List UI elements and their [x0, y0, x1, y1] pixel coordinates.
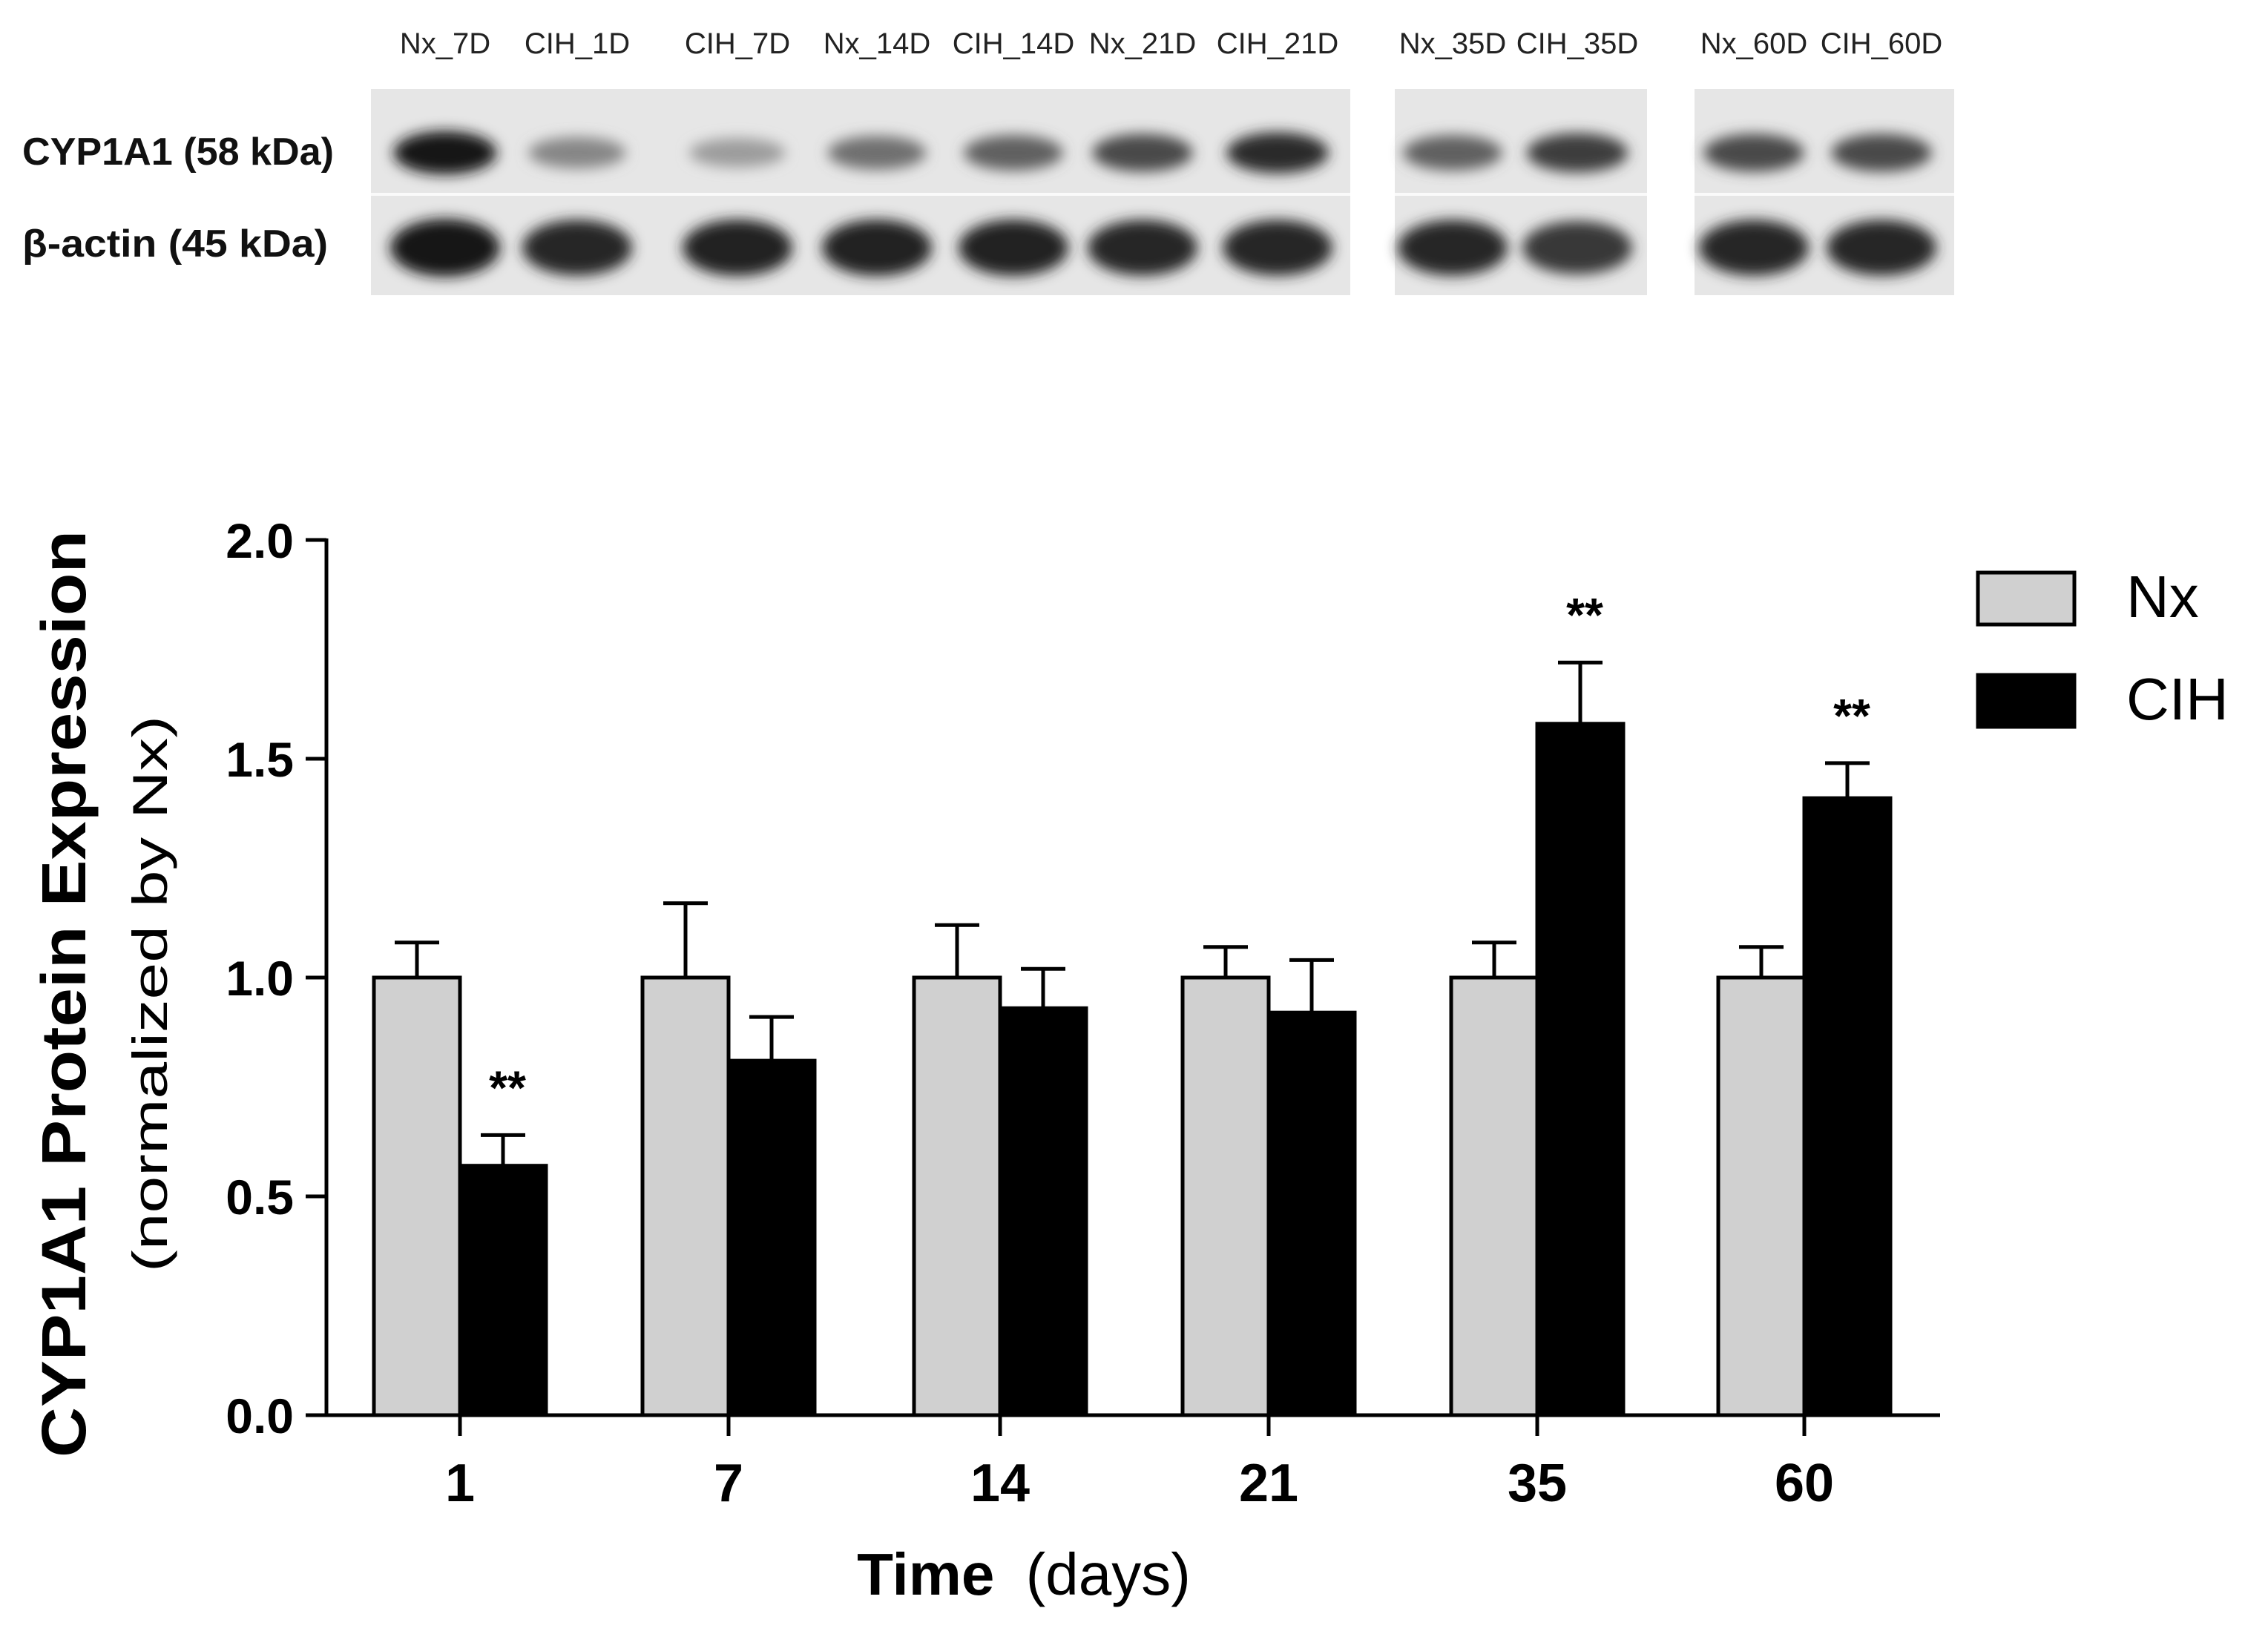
beta-actin-band — [1088, 220, 1197, 276]
x-tick-label: 21 — [1239, 1454, 1298, 1513]
legend-label-cih: CIH — [2126, 666, 2229, 732]
cih-bar — [1802, 796, 1893, 1417]
nx-bar — [1716, 975, 1807, 1417]
x-axis-label-main: Time — [857, 1541, 994, 1607]
legend-swatch-cih — [1976, 673, 2077, 729]
cyp1a1-band — [1831, 134, 1932, 172]
nx-bar — [640, 975, 731, 1417]
lane-label: CIH_7D — [685, 27, 790, 60]
lane-label: Nx_14D — [824, 27, 931, 60]
y-axis-subtitle: (normalized by Nx) — [122, 716, 177, 1272]
legend-swatch-nx — [1976, 570, 2077, 627]
significance-marker: ** — [1833, 689, 1870, 742]
legend-label-nx: Nx — [2126, 564, 2199, 630]
x-axis-label: Time (days) — [857, 1541, 1191, 1607]
cyp1a1-band — [827, 136, 927, 170]
cyp1a1-band — [1092, 134, 1193, 172]
y-tick-label: 2.0 — [226, 513, 294, 568]
beta-actin-band — [1827, 220, 1936, 276]
cyp1a1-band — [1226, 132, 1329, 174]
beta-actin-band — [1398, 220, 1508, 276]
cyp1a1-band — [528, 136, 626, 169]
legend: Nx CIH — [1976, 564, 2229, 732]
beta-actin-band — [1522, 221, 1632, 274]
cih-bar — [998, 1006, 1088, 1417]
lane-label: Nx_21D — [1089, 27, 1197, 60]
cyp1a1-band — [689, 138, 786, 168]
y-axis-title: CYP1A1 Protein Expression — [29, 530, 99, 1457]
x-tick-label: 7 — [714, 1454, 743, 1513]
x-axis-ticks: 1 7 14 21 35 60 — [445, 1415, 1834, 1513]
y-axis-label: CYP1A1 Protein Expression — [29, 530, 99, 1457]
y-tick-label: 1.0 — [226, 951, 294, 1006]
lane-labels: Nx_7D CIH_1D CIH_7D Nx_14D CIH_14D Nx_21… — [400, 27, 1942, 60]
lane-label: CIH_35D — [1516, 27, 1639, 60]
y-tick-label: 0.0 — [226, 1388, 294, 1443]
bars: ** ** ** — [372, 588, 1893, 1417]
nx-bar — [912, 975, 1002, 1417]
cyp1a1-band — [393, 131, 497, 175]
lane-label: CIH_14D — [953, 27, 1075, 60]
y-tick-label: 0.5 — [226, 1170, 294, 1225]
bar-chart: CYP1A1 Protein Expression (normalized by… — [29, 513, 2229, 1607]
lane-label: CIH_21D — [1217, 27, 1339, 60]
x-tick-label: 60 — [1775, 1454, 1834, 1513]
beta-actin-band — [1699, 220, 1809, 276]
significance-marker: ** — [1566, 588, 1603, 642]
significance-marker: ** — [489, 1061, 526, 1114]
x-tick-label: 1 — [445, 1454, 475, 1513]
nx-bar — [1449, 975, 1539, 1417]
cyp1a1-band — [1526, 133, 1628, 173]
nx-bar — [1180, 975, 1271, 1417]
y-axis-ticks: 0.0 0.5 1.0 1.5 2.0 — [226, 513, 326, 1443]
lane-label: Nx_35D — [1399, 27, 1507, 60]
beta-actin-band — [822, 220, 932, 276]
western-blot: Nx_7D CIH_1D CIH_7D Nx_14D CIH_14D Nx_21… — [22, 27, 1954, 295]
cih-bar — [1535, 722, 1626, 1417]
x-axis-label-unit: (days) — [1026, 1541, 1191, 1607]
cih-bar — [458, 1164, 548, 1417]
beta-actin-band — [1223, 220, 1332, 276]
cyp1a1-band — [964, 135, 1063, 171]
cyp1a1-band — [1403, 135, 1502, 171]
y-tick-label: 1.5 — [226, 732, 294, 787]
y-axis-sublabel: (normalized by Nx) — [122, 716, 177, 1272]
lane-label: CIH_60D — [1821, 27, 1943, 60]
blot-bands — [390, 131, 1936, 277]
lane-label: Nx_60D — [1700, 27, 1808, 60]
beta-actin-band — [683, 220, 792, 276]
cih-bar — [726, 1058, 817, 1417]
cih-bar — [1266, 1010, 1357, 1417]
blot-row-label-actin: β-actin (45 kDa) — [22, 223, 328, 266]
beta-actin-band — [390, 219, 500, 277]
beta-actin-band — [959, 220, 1068, 276]
lane-label: CIH_1D — [525, 27, 630, 60]
x-tick-label: 35 — [1508, 1454, 1567, 1513]
lane-label: Nx_7D — [400, 27, 490, 60]
cyp1a1-band — [1703, 134, 1804, 172]
beta-actin-band — [522, 220, 632, 276]
x-tick-label: 14 — [970, 1454, 1030, 1513]
blot-row-label-cyp1a1: CYP1A1 (58 kDa) — [22, 131, 334, 174]
nx-bar — [372, 975, 462, 1417]
